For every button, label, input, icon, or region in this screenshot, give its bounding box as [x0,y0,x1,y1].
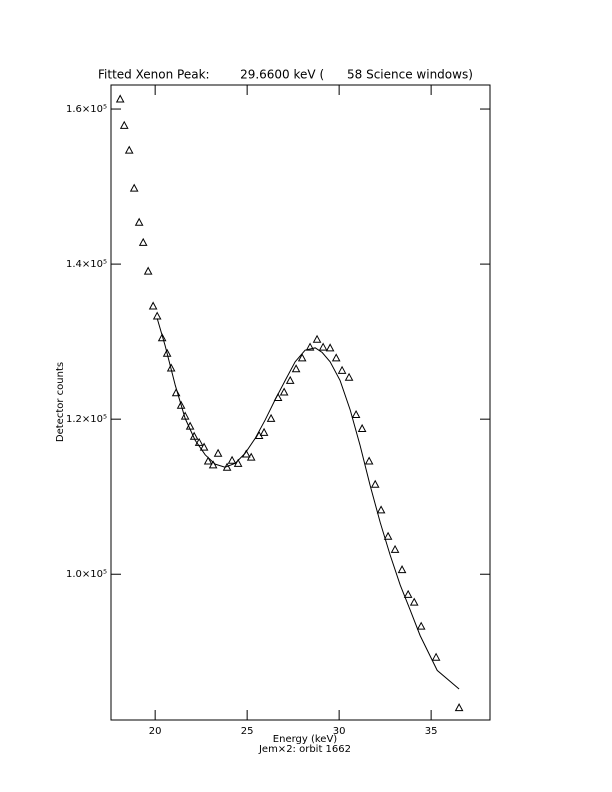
data-point [208,460,218,469]
data-point [233,458,243,467]
data-point [337,365,347,374]
x-tick-label: 35 [425,726,438,737]
data-point [138,237,148,246]
data-point [134,217,144,226]
data-point [297,353,307,362]
y-tick-label: 1.2×10⁵ [66,414,107,425]
data-point [115,94,125,103]
data-point [176,400,186,409]
subtitle: Jem×2: orbit 1662 [258,744,351,755]
data-point [364,456,374,465]
data-point [390,544,400,553]
y-axis-label: Detector counts [55,362,66,442]
data-point [403,589,413,598]
data-point [357,423,367,432]
data-point [409,597,419,606]
data-point [291,364,301,373]
y-tick-label: 1.0×10⁵ [66,569,107,580]
data-point [129,183,139,192]
data-point [119,120,129,129]
data-point [454,703,464,712]
x-axis-label: Energy (keV) [273,734,338,745]
data-point [397,565,407,574]
chart-title: Fitted Xenon Peak: 29.6600 keV ( 58 Scie… [98,68,473,82]
data-point [279,387,289,396]
data-point [370,479,380,488]
data-point [148,301,158,310]
data-point [312,334,322,343]
x-tick-label: 20 [149,726,162,737]
data-point [325,343,335,352]
data-point [227,455,237,464]
data-point [213,448,223,457]
data-point [305,342,315,351]
data-point [344,372,354,381]
data-point [199,442,209,451]
data-point [162,348,172,357]
y-tick-label: 1.6×10⁵ [66,104,107,115]
data-point [416,621,426,630]
data-point [431,652,441,661]
data-point [383,531,393,540]
data-point [318,342,328,351]
data-point [285,375,295,384]
plot-frame [110,84,491,721]
fit-line [156,318,460,690]
data-point [351,409,361,419]
y-tick-label: 1.4×10⁵ [66,259,107,270]
data-point [246,452,256,461]
data-point [376,505,386,514]
data-point [124,145,134,154]
data-point [266,413,276,422]
x-tick-label: 30 [333,726,346,737]
data-point [259,427,269,436]
data-point [203,456,213,465]
data-point [143,266,153,275]
data-point [331,353,341,362]
data-point [157,333,167,342]
x-tick-label: 25 [241,726,254,737]
